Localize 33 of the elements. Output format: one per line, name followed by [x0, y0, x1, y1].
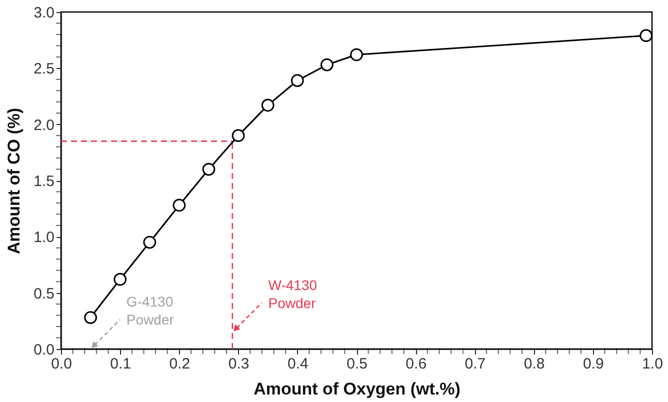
point — [261, 98, 274, 112]
x-tick-label: 0.7 — [464, 356, 486, 372]
x-tick-label: 0.4 — [287, 356, 308, 372]
y-tick-label: 0.5 — [34, 285, 54, 302]
y-tick-label: 1.0 — [34, 229, 54, 246]
y-tick-label: 2.0 — [34, 116, 54, 134]
x-tick-label: 0.9 — [582, 356, 604, 372]
x-tick-label: 1.0 — [642, 356, 663, 372]
annotation: W-4130 Powder — [268, 276, 318, 311]
point — [202, 162, 216, 176]
annotation: G-4130 Powder — [126, 294, 174, 328]
y-tick-label: 3.0 — [34, 4, 54, 22]
y-tick-label: 0.0 — [34, 342, 54, 358]
y-tick-label: 1.5 — [34, 173, 54, 190]
point — [290, 74, 304, 87]
point — [114, 272, 127, 286]
point — [350, 48, 363, 62]
point — [172, 198, 186, 212]
point — [320, 58, 334, 72]
point — [232, 129, 245, 142]
x-tick-label: 0.0 — [51, 356, 72, 372]
point — [143, 236, 156, 249]
x-tick-label: 0.1 — [110, 356, 132, 372]
point — [84, 311, 97, 324]
y-axis-title: Amount of CO (%) — [4, 108, 24, 254]
x-tick-label: 0.2 — [169, 356, 190, 372]
x-tick-label: 0.5 — [346, 356, 368, 372]
x-axis-title: Amount of Oxygen (wt.%) — [254, 380, 460, 398]
point — [640, 29, 653, 42]
x-tick-label: 0.6 — [406, 356, 427, 372]
x-tick-label: 0.8 — [524, 356, 545, 372]
x-tick-label: 0.3 — [228, 356, 250, 372]
y-tick-label: 2.5 — [34, 60, 54, 78]
